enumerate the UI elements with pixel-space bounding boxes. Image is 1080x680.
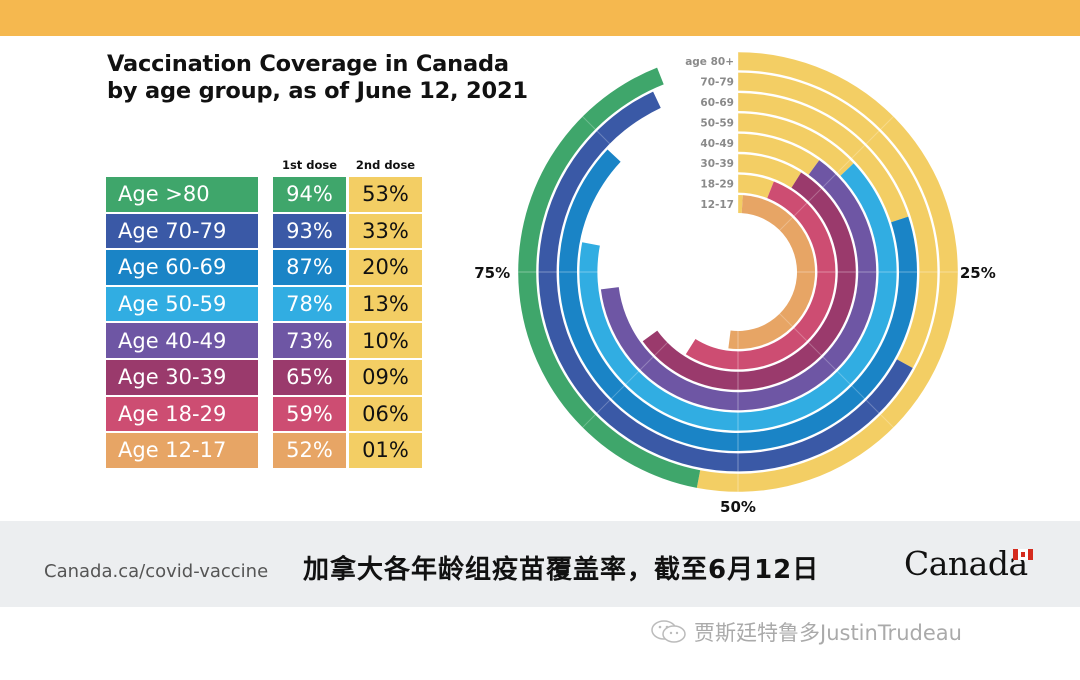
second-dose-value: 33% — [349, 213, 422, 249]
age-group-label: Age 50-59 — [106, 286, 258, 322]
second-dose-value: 20% — [349, 250, 422, 285]
second-dose-arc-70-79 — [738, 72, 938, 369]
age-group-label: Age 60-69 — [106, 250, 258, 285]
second-dose-value: 10% — [349, 323, 422, 358]
footer-bar — [0, 521, 1080, 607]
ring-label: age 80+ — [685, 56, 734, 68]
second-dose-arc-12-17 — [738, 195, 743, 214]
gridline — [582, 116, 697, 231]
gridline — [779, 116, 894, 231]
age-group-label: Age 70-79 — [106, 213, 258, 249]
second-dose-header: 2nd dose — [355, 158, 416, 172]
age-group-label: Age 18-29 — [106, 396, 258, 432]
title-line-2: by age group, as of June 12, 2021 — [107, 78, 528, 104]
second-dose-arc-30-39 — [738, 154, 802, 188]
canada-wordmark: Canada — [904, 544, 1028, 583]
second-dose-arc-40-49 — [738, 133, 820, 175]
ring-label: 70-79 — [700, 77, 734, 89]
ring-label: 60-69 — [700, 97, 734, 109]
first-dose-value: 93% — [273, 213, 346, 249]
second-dose-arc-60-69 — [738, 92, 909, 223]
second-dose-value: 53% — [349, 177, 422, 212]
first-dose-value: 78% — [273, 286, 346, 322]
axis-label-50pct: 50% — [720, 498, 756, 516]
first-dose-arc-12-17 — [728, 195, 816, 350]
top-banner — [0, 0, 1080, 36]
gridline — [582, 313, 697, 428]
first-dose-value: 87% — [273, 250, 346, 285]
ring-label: 30-39 — [700, 158, 734, 170]
footer-url[interactable]: Canada.ca/covid-vaccine — [44, 561, 269, 582]
axis-label-75pct: 75% — [474, 264, 510, 282]
gridline — [779, 313, 894, 428]
first-dose-arc-18-29 — [685, 181, 836, 370]
first-dose-value: 52% — [273, 433, 346, 468]
first-dose-value: 65% — [273, 360, 346, 395]
first-dose-value: 94% — [273, 177, 346, 212]
first-dose-arc-50-59 — [579, 163, 897, 431]
ring-label: 18-29 — [700, 179, 734, 191]
ring-label: 12-17 — [700, 199, 734, 211]
footer-caption: 加拿大各年龄组疫苗覆盖率，截至6月12日 — [303, 555, 820, 585]
age-group-label: Age 40-49 — [106, 323, 258, 358]
first-dose-value: 73% — [273, 323, 346, 358]
first-dose-arc-60-69 — [558, 149, 917, 451]
watermark: 贾斯廷特鲁多JustinTrudeau — [650, 617, 962, 647]
radial-chart: age 80+ 70-79 60-69 50-59 40-49 30-39 18-29 12-… — [474, 52, 996, 516]
first-dose-arc-80+ — [518, 67, 701, 488]
first-dose-header: 1st dose — [281, 158, 338, 172]
second-dose-value: 09% — [349, 360, 422, 395]
age-group-label: Age 30-39 — [106, 360, 258, 395]
ring-label: 50-59 — [700, 117, 734, 129]
second-dose-arc-18-29 — [738, 174, 774, 199]
chart-title: Vaccination Coverage in Canada by age gr… — [107, 51, 528, 105]
second-dose-value: 06% — [349, 396, 422, 432]
wechat-icon — [651, 620, 686, 643]
second-dose-value: 01% — [349, 433, 422, 468]
second-dose-arc-50-59 — [738, 113, 854, 176]
age-group-label: Age >80 — [106, 177, 258, 212]
ring-label: 40-49 — [700, 138, 734, 150]
age-group-label: Age 12-17 — [106, 433, 258, 468]
title-line-1: Vaccination Coverage in Canada — [107, 51, 509, 77]
canada-flag-icon — [1013, 549, 1033, 560]
watermark-text: 贾斯廷特鲁多JustinTrudeau — [694, 621, 962, 645]
first-dose-value: 59% — [273, 396, 346, 432]
second-dose-value: 13% — [349, 286, 422, 322]
axis-label-25pct: 25% — [960, 264, 996, 282]
